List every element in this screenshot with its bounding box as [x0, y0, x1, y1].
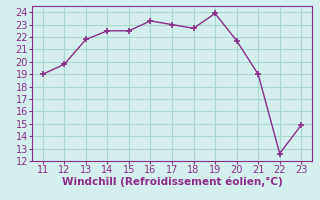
X-axis label: Windchill (Refroidissement éolien,°C): Windchill (Refroidissement éolien,°C) — [62, 177, 282, 187]
